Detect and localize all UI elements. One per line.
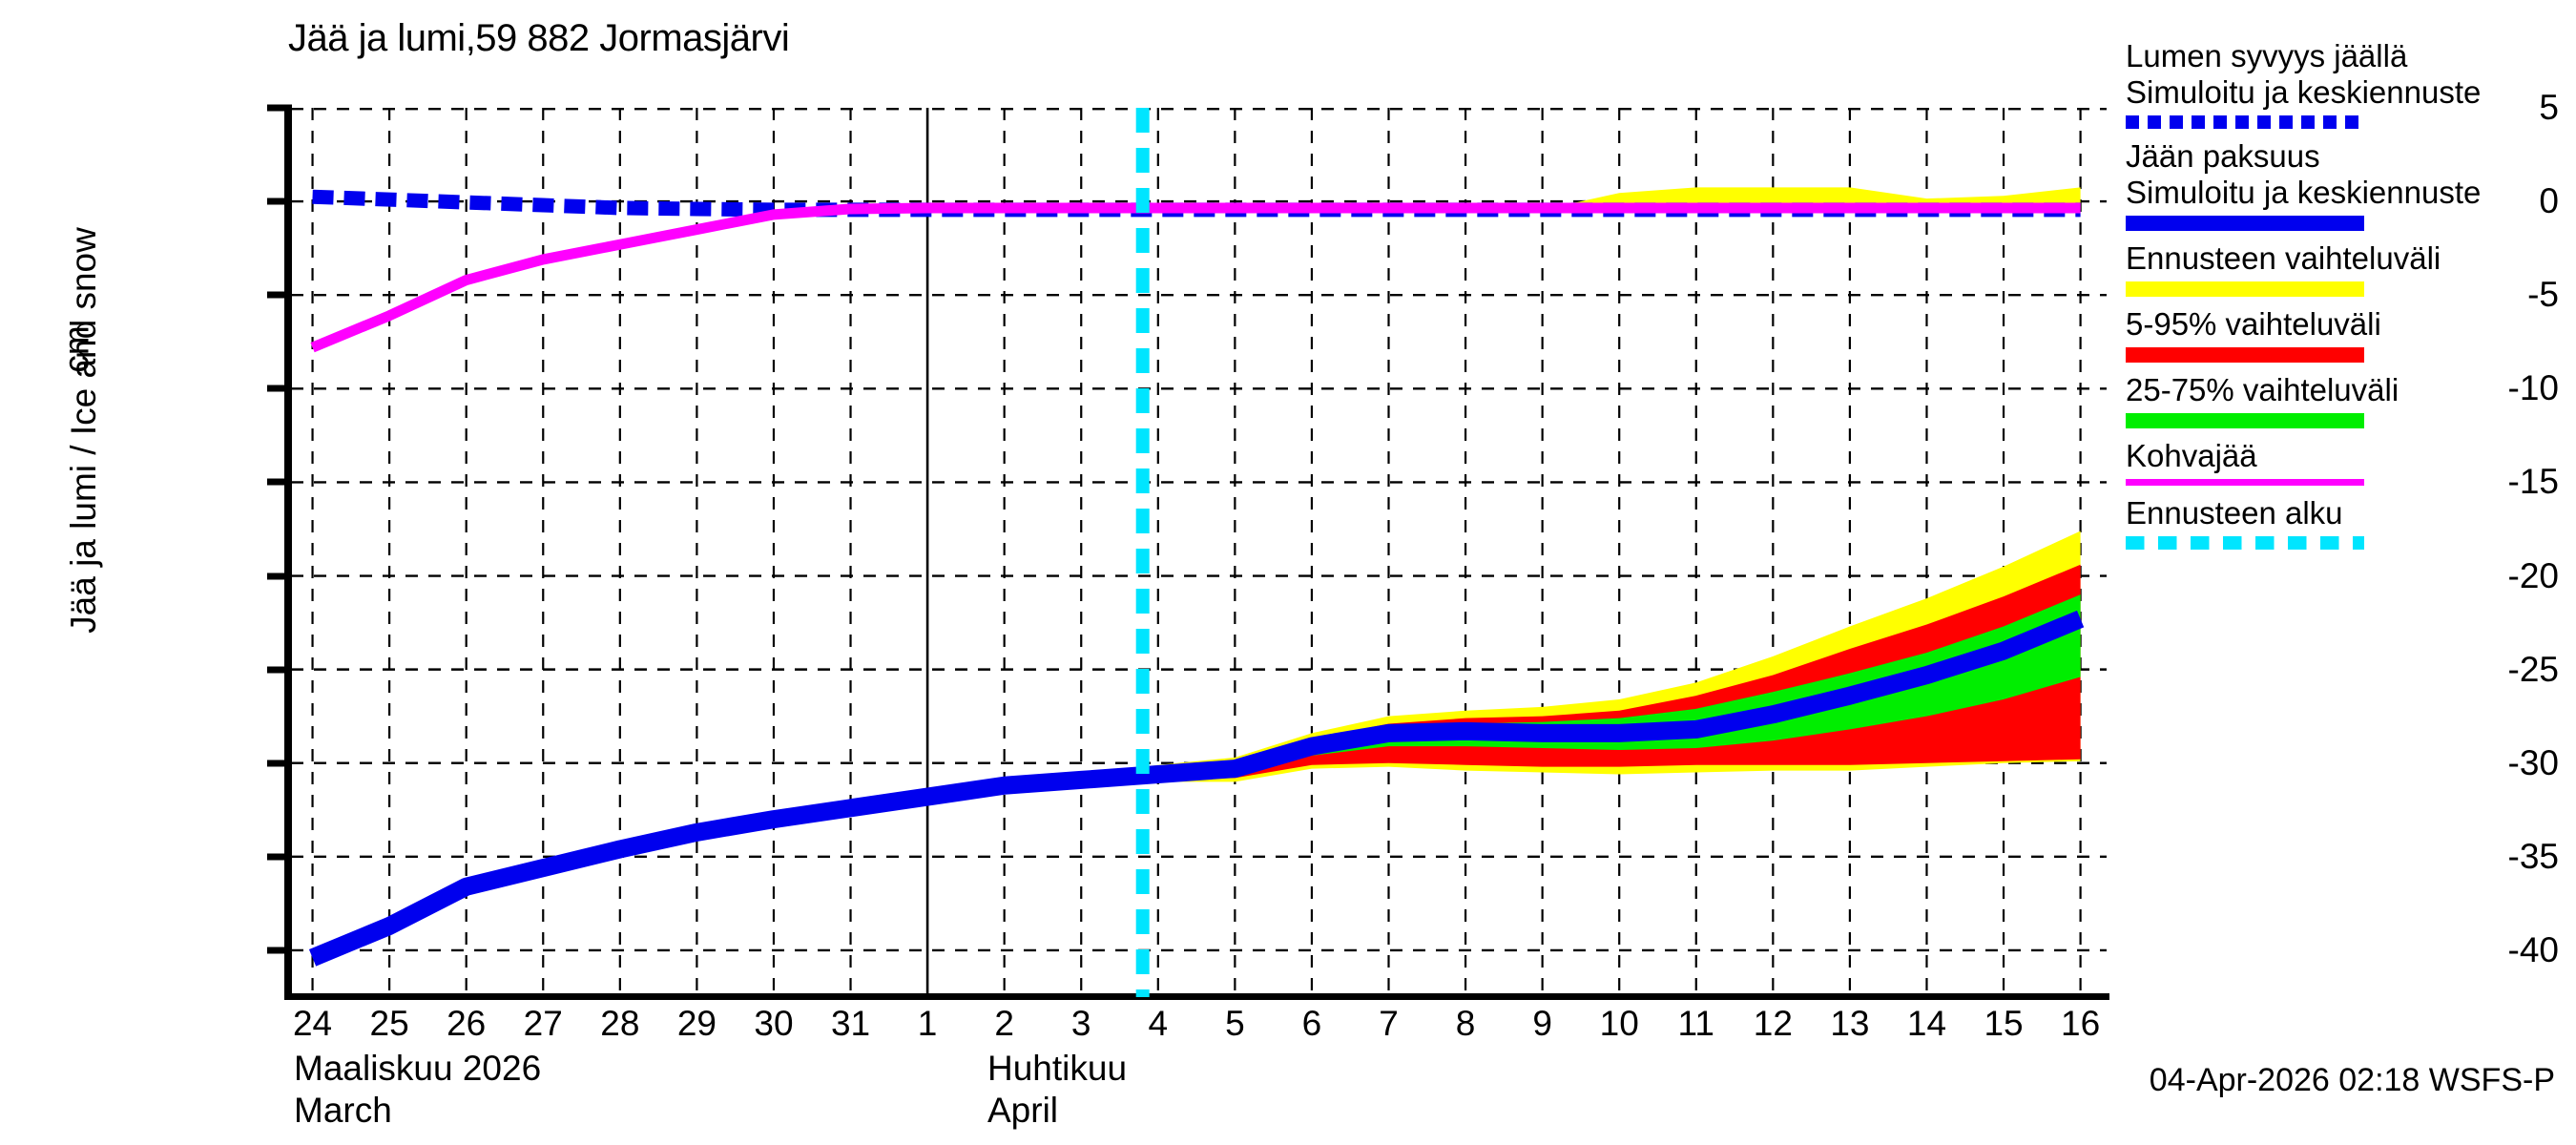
x-tick-label: 30	[754, 1004, 794, 1043]
legend-swatch-solid-blue	[2126, 216, 2364, 231]
month-march-fi: Maaliskuu 2026	[294, 1049, 542, 1088]
x-tick-label: 14	[1906, 1004, 1947, 1043]
legend-swatch-dashed-blue	[2126, 115, 2364, 129]
legend-swatch-dashed-cyan	[2126, 536, 2364, 550]
legend-entry[interactable]: Ennusteen vaihteluväli	[2126, 240, 2565, 297]
legend-entry[interactable]: Lumen syvyys jäällä Simuloitu ja keskienn…	[2126, 38, 2565, 129]
y-tick-label: -30	[2507, 742, 2559, 782]
y-axis-title: Jää ja lumi / Ice and snow	[64, 227, 103, 634]
x-tick-label: 8	[1455, 1004, 1476, 1043]
legend-swatch-solid-green	[2126, 413, 2364, 428]
month-label-march: Maaliskuu 2026 March	[294, 1048, 541, 1132]
x-tick-label: 10	[1599, 1004, 1639, 1043]
legend-swatch-solid-yellow	[2126, 281, 2364, 297]
x-tick-label: 3	[1070, 1004, 1091, 1043]
legend-label: 25-75% vaihteluväli	[2126, 372, 2399, 407]
x-tick-label: 5	[1225, 1004, 1245, 1043]
y-tick-label: -25	[2507, 649, 2559, 689]
legend-label: Ennusteen vaihteluväli	[2126, 240, 2441, 276]
x-tick-label: 28	[600, 1004, 640, 1043]
x-tick-label: 25	[369, 1004, 409, 1043]
y-tick-label: 0	[2539, 181, 2559, 221]
y-tick-label: 5	[2539, 88, 2559, 127]
plot-area	[291, 108, 2107, 997]
legend-entry[interactable]: 25-75% vaihteluväli	[2126, 372, 2565, 428]
x-tick-label: 26	[447, 1004, 487, 1043]
y-tick-label: -15	[2507, 462, 2559, 502]
x-tick-label: 6	[1301, 1004, 1322, 1043]
month-march-en: March	[294, 1091, 392, 1130]
page-title: Jää ja lumi,59 882 Jormasjärvi	[288, 17, 790, 59]
y-tick-mark	[267, 478, 292, 486]
x-tick-label: 4	[1148, 1004, 1169, 1043]
month-label-april: Huhtikuu April	[987, 1048, 1127, 1132]
y-tick-mark	[267, 760, 292, 767]
y-tick-mark	[267, 385, 292, 392]
y-tick-mark	[267, 853, 292, 861]
footer-timestamp: 04-Apr-2026 02:18 WSFS-P	[2149, 1062, 2555, 1098]
x-tick-label: 11	[1677, 1004, 1714, 1043]
legend-label: Ennusteen alku	[2126, 495, 2343, 531]
y-tick-label: -40	[2507, 929, 2559, 969]
data-series-line	[308, 610, 2085, 967]
y-tick-label: -20	[2507, 555, 2559, 595]
month-april-fi: Huhtikuu	[987, 1049, 1128, 1088]
legend-label: Lumen syvyys jäällä	[2126, 38, 2408, 73]
legend: Lumen syvyys jäällä Simuloitu ja keskienn…	[2126, 38, 2565, 559]
x-tick-label: 2	[994, 1004, 1014, 1043]
legend-label: 5-95% vaihteluväli	[2126, 306, 2381, 342]
legend-sublabel: Simuloitu ja keskiennuste	[2126, 175, 2482, 210]
legend-label: Jään paksuus	[2126, 138, 2320, 174]
y-tick-mark	[267, 291, 292, 299]
legend-label: Kohvajää	[2126, 438, 2257, 473]
x-tick-label: 27	[523, 1004, 563, 1043]
y-axis-line	[284, 105, 292, 1000]
x-tick-label: 1	[917, 1004, 938, 1043]
y-axis-unit: cm	[56, 325, 96, 373]
x-tick-label: 9	[1532, 1004, 1552, 1043]
legend-entry[interactable]: Jään paksuus Simuloitu ja keskiennuste	[2126, 138, 2565, 231]
x-tick-label: 24	[292, 1004, 333, 1043]
legend-entry[interactable]: Ennusteen alku	[2126, 495, 2565, 550]
x-tick-label: 29	[676, 1004, 717, 1043]
y-tick-label: -10	[2507, 368, 2559, 408]
x-axis-line	[284, 993, 2109, 1000]
x-tick-label: 16	[2061, 1004, 2101, 1043]
y-tick-mark	[267, 572, 292, 580]
data-series-line	[310, 202, 2081, 353]
legend-entry[interactable]: Kohvajää	[2126, 438, 2565, 486]
y-tick-label: -5	[2527, 275, 2559, 315]
x-tick-label: 15	[1984, 1004, 2024, 1043]
y-tick-label: -35	[2507, 836, 2559, 876]
plot-svg	[291, 108, 2107, 997]
y-tick-mark	[267, 104, 292, 112]
legend-sublabel: Simuloitu ja keskiennuste	[2126, 74, 2482, 110]
x-tick-label: 12	[1753, 1004, 1793, 1043]
month-april-en: April	[987, 1091, 1059, 1130]
legend-swatch-solid-magenta	[2126, 479, 2364, 486]
y-tick-mark	[267, 666, 292, 674]
legend-swatch-solid-red	[2126, 347, 2364, 363]
x-tick-label: 7	[1379, 1004, 1399, 1043]
x-tick-label: 13	[1830, 1004, 1870, 1043]
x-tick-label: 31	[830, 1004, 871, 1043]
legend-entry[interactable]: 5-95% vaihteluväli	[2126, 306, 2565, 363]
y-tick-mark	[267, 947, 292, 954]
y-tick-mark	[267, 198, 292, 205]
